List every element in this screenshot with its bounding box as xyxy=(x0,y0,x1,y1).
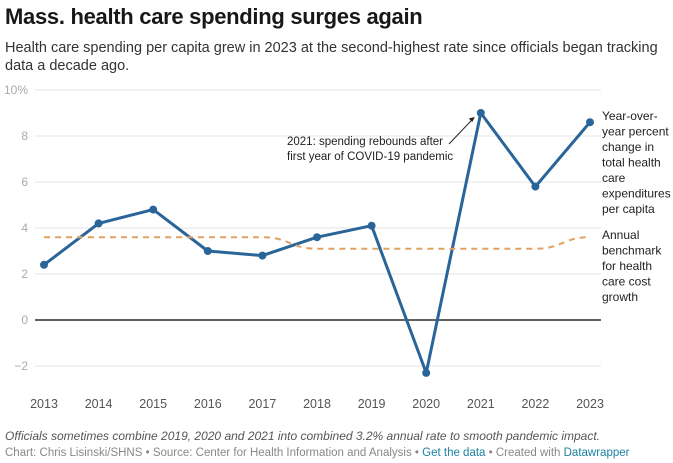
x-tick-label: 2015 xyxy=(139,397,167,411)
series-label-line: Year-over- xyxy=(602,109,658,123)
get-the-data-link[interactable]: Get the data xyxy=(422,447,486,459)
x-axis-ticks: 2013 2014 2015 2016 2017 2018 2019 2020 2021 2022… xyxy=(30,397,604,411)
benchmark-line xyxy=(44,236,591,250)
y-tick-label: 2 xyxy=(21,267,28,281)
x-tick-label: 2023 xyxy=(576,397,604,411)
series-label-line: change in xyxy=(602,140,654,154)
y-tick-label: 10% xyxy=(4,83,28,97)
series-label-line: Annual xyxy=(602,228,639,242)
data-point xyxy=(586,118,594,127)
x-tick-label: 2019 xyxy=(358,397,386,411)
series-label-line: care xyxy=(602,171,626,185)
series-label-line: per capita xyxy=(602,202,655,216)
separator: • xyxy=(485,447,496,459)
series-label-line: benchmark xyxy=(602,244,662,258)
x-tick-label: 2021 xyxy=(467,397,495,411)
y-axis-ticks: −2 0 2 4 6 8 10% xyxy=(4,83,28,373)
chart-subtitle: Health care spending per capita grew in … xyxy=(5,40,658,74)
data-point xyxy=(313,233,321,242)
data-point xyxy=(422,368,431,377)
gridlines xyxy=(35,89,601,367)
series-label-line: care cost xyxy=(602,275,651,289)
data-point xyxy=(40,260,48,269)
series-label-line: total health xyxy=(602,156,661,170)
x-tick-label: 2020 xyxy=(412,397,440,411)
data-point xyxy=(258,251,267,260)
chart-title: Mass. health care spending surges again xyxy=(5,4,423,29)
chart-byline: Chart: Chris Lisinski/SHNS • Source: Cen… xyxy=(5,447,629,459)
series xyxy=(40,109,594,377)
data-point xyxy=(476,109,485,117)
annotation-arrow-line xyxy=(448,118,474,145)
data-point xyxy=(94,219,103,228)
y-tick-label: 6 xyxy=(21,175,28,189)
data-point xyxy=(203,247,212,255)
series-label-line: for health xyxy=(602,259,652,273)
source-text: Source: Center for Health Information an… xyxy=(152,447,412,459)
x-tick-label: 2013 xyxy=(30,397,58,411)
separator: • xyxy=(411,447,423,459)
data-point xyxy=(367,221,376,230)
y-tick-label: 0 xyxy=(21,313,28,327)
series-label-line: expenditures xyxy=(602,187,671,201)
annotation-arrowhead-icon xyxy=(468,117,475,122)
data-point xyxy=(531,182,540,191)
x-tick-label: 2017 xyxy=(248,397,276,411)
y-tick-label: 8 xyxy=(21,129,28,143)
separator: • xyxy=(142,447,153,459)
annotation-text: 2021: spending rebounds after xyxy=(287,136,443,148)
chart-notes: Officials sometimes combine 2019, 2020 a… xyxy=(5,429,601,443)
series-label-line: growth xyxy=(602,290,638,304)
y-tick-label: 4 xyxy=(21,221,28,235)
x-tick-label: 2022 xyxy=(521,397,549,411)
y-tick-label: −2 xyxy=(14,359,28,373)
x-tick-label: 2018 xyxy=(303,397,331,411)
series-label-line: year percent xyxy=(602,125,669,139)
created-with-text: Created with xyxy=(495,447,564,459)
x-tick-label: 2014 xyxy=(85,397,113,411)
chart-credit: Chart: Chris Lisinski/SHNS xyxy=(5,447,143,459)
x-tick-label: 2016 xyxy=(194,397,222,411)
annotations: 2021: spending rebounds after first year … xyxy=(287,117,475,163)
annotation-text: first year of COVID-19 pandemic xyxy=(287,151,453,163)
datawrapper-link[interactable]: Datawrapper xyxy=(563,447,630,459)
data-point xyxy=(149,205,158,214)
